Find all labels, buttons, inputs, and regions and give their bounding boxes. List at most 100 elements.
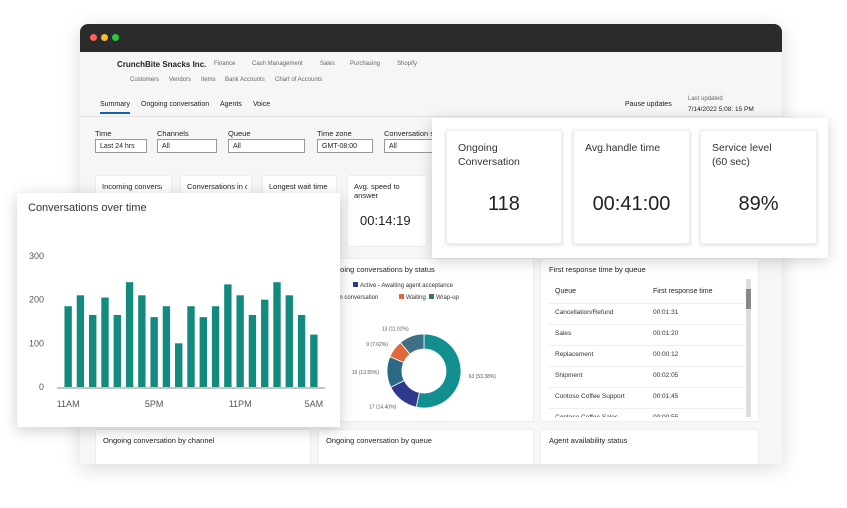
data-label: 16 (13.55%) xyxy=(352,370,380,376)
legend-swatch xyxy=(353,282,358,287)
legend-swatch xyxy=(399,294,404,299)
menu[interactable]: Finance xyxy=(214,61,236,67)
x-tick-label: 5PM xyxy=(145,399,164,409)
kpi-label: Longest wait time xyxy=(269,182,328,191)
row-divider xyxy=(549,303,745,304)
row-divider xyxy=(549,366,745,367)
panel-title: Ongoing conversations by status xyxy=(326,265,435,274)
table-cell: Cancellation/Refund xyxy=(555,309,614,316)
bar xyxy=(211,306,220,387)
donut-slice xyxy=(415,333,462,409)
filter-select[interactable]: Last 24 hrs xyxy=(95,139,147,153)
kpi-label: Avg. speed to answer xyxy=(354,182,400,200)
bar xyxy=(125,282,134,387)
tab[interactable]: Summary xyxy=(100,101,130,114)
bar xyxy=(248,314,257,387)
tab[interactable]: Ongoing conversation xyxy=(141,101,210,108)
pause-button[interactable]: Pause updates xyxy=(625,101,672,108)
scrollbar[interactable] xyxy=(746,279,751,417)
tab[interactable]: Agents xyxy=(220,101,242,108)
filter-label: Conversation status xyxy=(384,129,451,138)
legend-swatch xyxy=(429,294,434,299)
bar xyxy=(113,314,121,387)
divider xyxy=(80,116,782,117)
close-button[interactable] xyxy=(90,34,97,41)
bar xyxy=(162,306,171,387)
row-divider xyxy=(549,324,745,325)
filter-select[interactable]: All xyxy=(228,139,305,153)
bar xyxy=(297,314,306,387)
table-cell: 00:01:20 xyxy=(653,330,679,337)
table-cell: Sales xyxy=(555,330,572,337)
bar xyxy=(273,282,281,387)
data-label: 63 (53.38%) xyxy=(469,374,497,380)
table-cell: 00:02:05 xyxy=(653,372,679,379)
y-tick-label: 100 xyxy=(29,338,44,348)
bar xyxy=(236,295,244,387)
filter-select[interactable]: GMT-08:00 xyxy=(317,139,373,153)
submenu[interactable]: Customers xyxy=(130,77,160,83)
kpi-label: Incoming conversation xyxy=(102,182,162,191)
bar xyxy=(285,295,293,387)
bar-chart-card: Conversations over time 0 100 200 300 11AM 5P… xyxy=(17,193,340,427)
y-tick-label: 200 xyxy=(29,295,44,305)
submenu[interactable]: Chart of Accounts xyxy=(275,77,323,83)
last-updated: 7/14/2022 5:08: 15 PM xyxy=(688,106,754,113)
row-divider xyxy=(549,387,745,388)
filter-select[interactable]: All xyxy=(157,139,217,153)
highlight-label: Ongoing Conversation xyxy=(458,142,520,168)
highlight-card: Service level (60 sec) 89% xyxy=(700,130,817,244)
legend-label: Waiting xyxy=(406,295,426,301)
filter-label: Queue xyxy=(228,129,251,138)
table-cell: 00:00:55 xyxy=(653,414,678,417)
table-cell: Contoso Coffee Support xyxy=(555,393,625,400)
filter-label: Time zone xyxy=(317,129,352,138)
status-panel: Ongoing conversations by status 63 (53.3… xyxy=(318,258,534,422)
menu[interactable]: Shopify xyxy=(397,61,418,67)
company[interactable]: CrunchBite Snacks Inc. xyxy=(117,60,207,69)
column-header[interactable]: Queue xyxy=(555,288,577,295)
bar xyxy=(187,306,195,387)
highlight-label: Service level (60 sec) xyxy=(712,142,772,168)
submenu[interactable]: Bank Accounts xyxy=(225,77,265,83)
panel: Ongoing conversation by channel xyxy=(95,429,311,464)
bar xyxy=(310,334,318,387)
x-tick-label: 5AM xyxy=(305,399,324,409)
highlight-card: Avg.handle time 00:41:00 xyxy=(573,130,690,244)
panel-title: Ongoing conversation by queue xyxy=(326,436,432,445)
bar xyxy=(224,284,232,387)
scroll-thumb[interactable] xyxy=(746,289,751,309)
table-cell: 00:01:45 xyxy=(653,393,679,400)
table-cell: 00:00:12 xyxy=(653,351,679,358)
legend-label: Active - In conversation xyxy=(319,295,378,301)
column-header[interactable]: First response time xyxy=(653,288,713,295)
y-tick-label: 300 xyxy=(29,251,44,261)
submenu[interactable]: Vendors xyxy=(169,77,192,83)
row-divider xyxy=(549,408,745,409)
menu[interactable]: Cash Management xyxy=(252,61,303,67)
table: Queue First response time Cancellation/R… xyxy=(549,279,745,417)
bar xyxy=(101,297,109,387)
highlight-card: Ongoing Conversation 118 xyxy=(446,130,562,244)
donut-chart: 63 (53.38%) 17 (14.40%) 16 (13.55%) 9 (7.62… xyxy=(319,282,497,410)
panel-title: First response time by queue xyxy=(549,265,646,274)
tab[interactable]: Voice xyxy=(253,101,271,108)
row-divider xyxy=(549,345,745,346)
zoom-button[interactable] xyxy=(112,34,119,41)
menu[interactable]: Sales xyxy=(320,61,336,67)
submenu[interactable]: Items xyxy=(201,77,216,83)
bar xyxy=(199,317,207,387)
panel: Agent availability status xyxy=(540,429,759,464)
data-label: 9 (7.62%) xyxy=(366,342,388,348)
bar xyxy=(138,295,146,387)
x-tick-label: 11AM xyxy=(57,399,80,409)
minimize-button[interactable] xyxy=(101,34,108,41)
bar xyxy=(175,343,183,387)
bar-chart: 0 100 200 300 11AM 5PM 11PM 5AM xyxy=(29,251,325,409)
highlight-label: Avg.handle time xyxy=(585,142,661,154)
title-bar xyxy=(80,24,782,52)
bar xyxy=(89,314,97,387)
menu[interactable]: Purchasing xyxy=(350,61,381,67)
data-label: 17 (14.40%) xyxy=(369,404,397,410)
table-cell: Replacement xyxy=(555,351,594,358)
